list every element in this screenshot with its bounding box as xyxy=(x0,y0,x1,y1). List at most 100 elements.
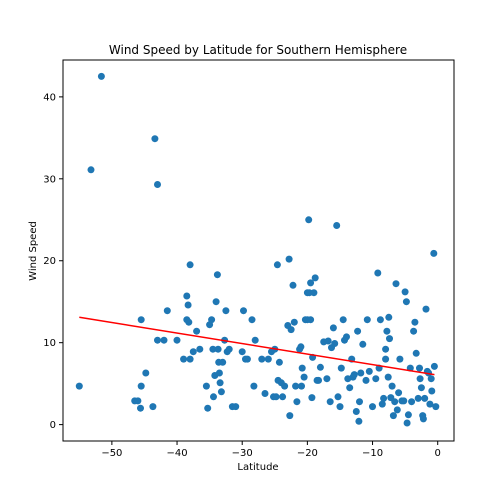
data-point xyxy=(258,355,266,363)
data-point xyxy=(331,340,339,347)
data-point xyxy=(410,327,418,335)
y-axis-ticks: 0 10 20 30 40 xyxy=(43,92,63,431)
data-point xyxy=(261,390,269,397)
data-point xyxy=(273,261,281,269)
data-point xyxy=(286,412,294,420)
data-point xyxy=(419,415,427,423)
data-point xyxy=(248,316,256,324)
data-point xyxy=(430,249,438,257)
data-point xyxy=(389,412,397,420)
data-point xyxy=(426,400,434,408)
data-point xyxy=(352,408,360,415)
data-point xyxy=(380,394,388,402)
data-point xyxy=(180,355,188,363)
data-point xyxy=(185,318,193,326)
data-point xyxy=(395,389,403,397)
data-point xyxy=(382,345,390,353)
data-point xyxy=(427,375,435,383)
data-point xyxy=(219,358,227,366)
x-tick-label: −30 xyxy=(232,448,253,459)
data-point xyxy=(385,313,393,321)
data-point xyxy=(212,298,220,306)
data-point xyxy=(216,379,224,387)
data-point xyxy=(393,406,401,414)
axes-frame xyxy=(62,59,455,442)
data-point xyxy=(184,301,192,309)
data-point xyxy=(202,382,210,390)
data-point xyxy=(416,364,423,372)
data-point xyxy=(421,394,429,402)
data-point xyxy=(376,316,384,324)
data-point xyxy=(316,363,324,371)
data-point xyxy=(403,419,411,427)
data-point xyxy=(329,324,337,332)
data-point xyxy=(388,382,396,390)
data-point xyxy=(411,318,419,326)
data-point xyxy=(250,382,258,390)
y-tick-label: 20 xyxy=(43,256,56,267)
data-point xyxy=(334,393,342,401)
data-point xyxy=(430,362,438,370)
data-point xyxy=(386,335,393,343)
x-tick-label: −10 xyxy=(362,448,383,459)
data-point xyxy=(243,355,251,363)
regression-line xyxy=(79,316,435,376)
data-point xyxy=(240,307,247,315)
data-point xyxy=(355,417,363,425)
data-point xyxy=(428,387,436,395)
data-point xyxy=(196,345,204,353)
x-axis-ticks: −50 −40 −30 −20 −10 0 xyxy=(101,441,441,459)
data-point xyxy=(408,398,416,406)
data-point xyxy=(369,403,376,411)
data-point xyxy=(365,367,373,375)
data-point xyxy=(214,345,222,353)
data-point xyxy=(414,394,422,402)
data-point xyxy=(154,181,161,188)
data-point xyxy=(300,373,308,381)
data-point xyxy=(186,355,194,363)
data-point xyxy=(292,382,300,390)
data-point xyxy=(402,298,410,306)
data-point xyxy=(209,345,217,353)
data-point xyxy=(357,369,365,377)
data-point xyxy=(396,355,404,363)
data-point xyxy=(173,336,181,344)
y-tick-label: 0 xyxy=(50,420,56,431)
data-point xyxy=(333,222,341,229)
y-tick-label: 40 xyxy=(43,92,56,103)
data-point xyxy=(290,318,298,326)
data-point xyxy=(307,279,315,287)
data-point xyxy=(163,307,171,315)
data-point xyxy=(210,393,217,401)
data-point xyxy=(232,403,240,411)
data-point xyxy=(272,393,280,401)
data-point xyxy=(354,327,362,335)
data-point xyxy=(343,333,350,341)
data-point xyxy=(307,316,315,324)
data-point xyxy=(384,373,392,381)
data-point xyxy=(350,371,358,379)
plot-area xyxy=(75,72,440,427)
data-point xyxy=(281,382,289,390)
data-point xyxy=(315,376,322,384)
data-point xyxy=(298,364,306,372)
data-point xyxy=(160,336,168,344)
chart-title: Wind Speed by Latitude for Southern Hemi… xyxy=(109,43,407,57)
data-point xyxy=(392,280,400,288)
data-point xyxy=(75,382,83,390)
data-point xyxy=(310,289,318,297)
data-point xyxy=(183,292,191,300)
data-point xyxy=(404,411,412,419)
data-point xyxy=(97,72,105,80)
y-tick-label: 10 xyxy=(43,338,56,349)
data-point xyxy=(311,274,319,282)
data-point xyxy=(134,397,142,405)
data-point xyxy=(400,397,408,405)
y-tick-label: 30 xyxy=(43,174,56,185)
data-point xyxy=(336,403,344,411)
data-point xyxy=(305,216,313,224)
data-point xyxy=(417,384,425,392)
data-point xyxy=(222,307,230,315)
data-point xyxy=(289,281,297,289)
